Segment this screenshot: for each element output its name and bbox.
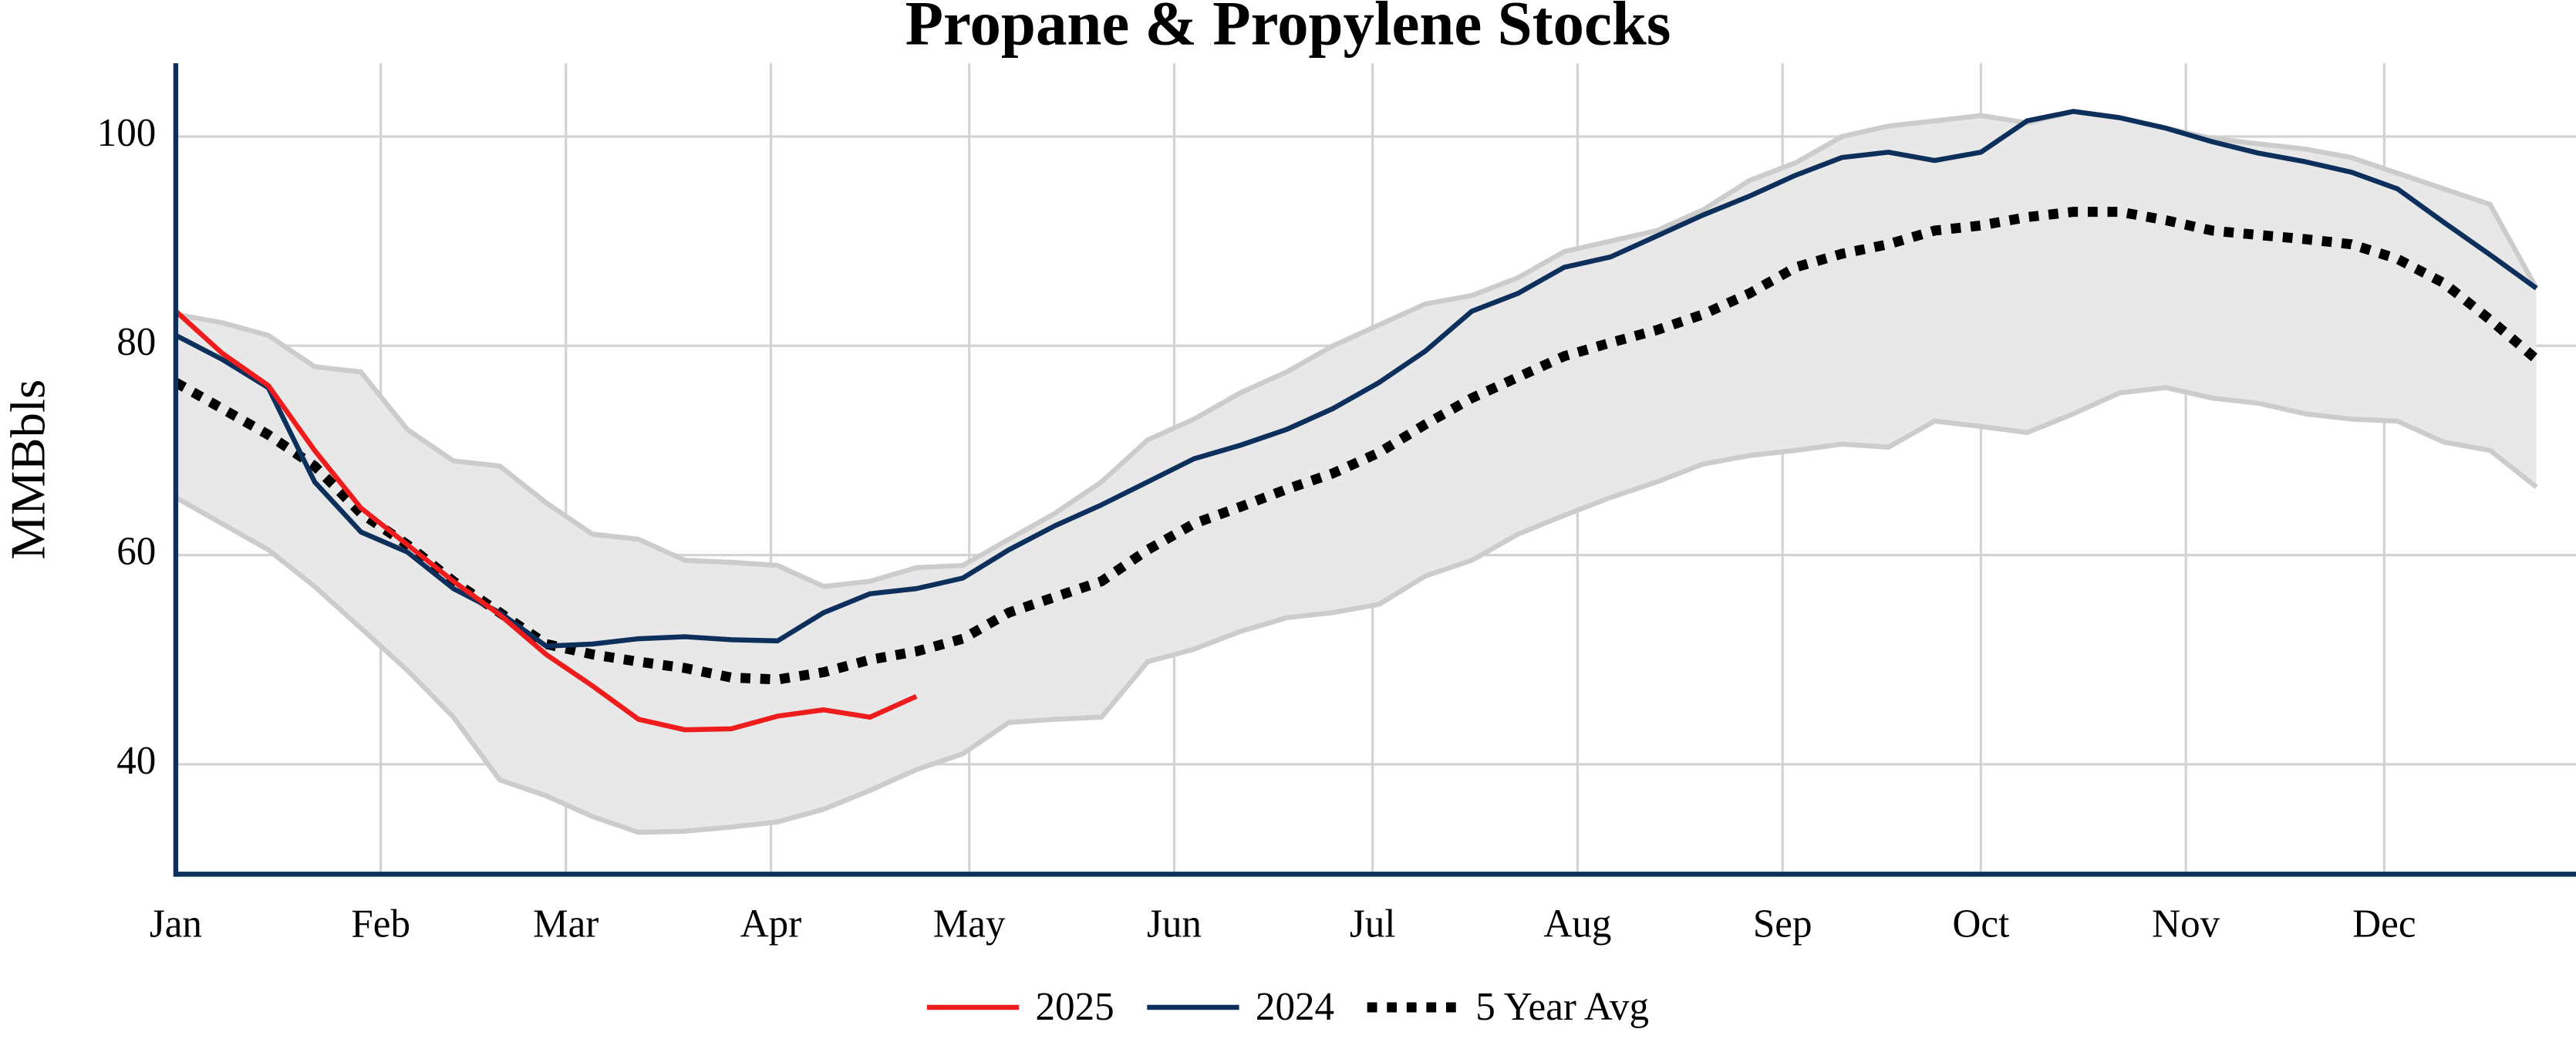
x-tick-label: Nov — [2152, 902, 2220, 946]
x-tick-label: Jun — [1147, 902, 1202, 946]
legend-label: 2025 — [1035, 985, 1114, 1029]
x-tick-label: Apr — [740, 902, 801, 946]
y-tick-label: 80 — [116, 320, 156, 364]
series-line — [173, 207, 2540, 685]
x-tick-label: Jul — [1350, 902, 1396, 946]
legend-label: 2024 — [1256, 985, 1334, 1029]
y-tick-label: 40 — [116, 738, 156, 782]
series-line — [174, 309, 918, 733]
x-tick-label: Sep — [1753, 902, 1812, 946]
y-axis-label: MMBbls — [1, 379, 56, 560]
x-tick-label: Oct — [1953, 902, 2010, 946]
x-tick-label: May — [933, 902, 1006, 946]
y-tick-label: 60 — [116, 529, 156, 573]
x-tick-label: Dec — [2352, 902, 2416, 946]
legend-label: 5 Year Avg — [1475, 985, 1649, 1029]
x-tick-label: Jan — [150, 902, 202, 946]
band-lower-edge — [174, 385, 2538, 835]
y-tick-label: 100 — [97, 111, 157, 155]
chart-title: Propane & Propylene Stocks — [905, 0, 1671, 59]
x-tick-label: Feb — [351, 902, 410, 946]
range-band — [175, 111, 2537, 833]
x-tick-label: Mar — [533, 902, 598, 946]
series-line — [174, 109, 2538, 649]
x-tick-label: Aug — [1543, 902, 1611, 946]
